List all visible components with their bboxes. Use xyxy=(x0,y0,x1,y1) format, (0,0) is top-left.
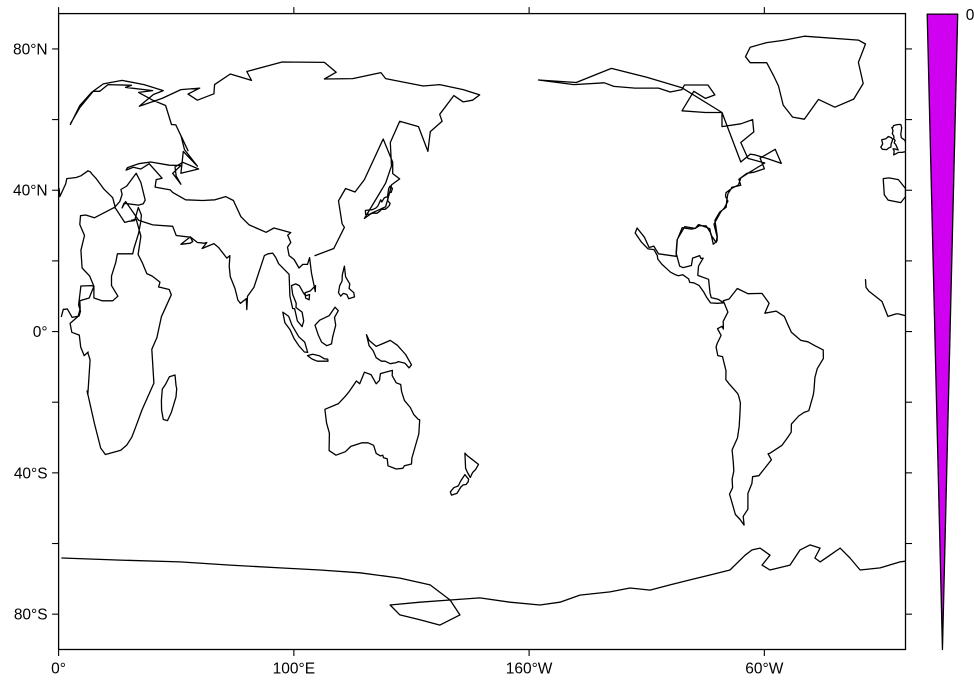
svg-text:100°E: 100°E xyxy=(273,661,315,678)
svg-text:0: 0 xyxy=(966,7,974,24)
svg-text:40°N: 40°N xyxy=(13,183,48,200)
svg-text:80°N: 80°N xyxy=(13,41,48,58)
svg-text:0°: 0° xyxy=(51,661,66,678)
svg-text:40°S: 40°S xyxy=(14,465,48,482)
svg-text:160°W: 160°W xyxy=(506,661,553,678)
svg-text:0°: 0° xyxy=(33,324,48,341)
svg-text:60°W: 60°W xyxy=(745,661,783,678)
svg-text:80°S: 80°S xyxy=(14,607,48,624)
